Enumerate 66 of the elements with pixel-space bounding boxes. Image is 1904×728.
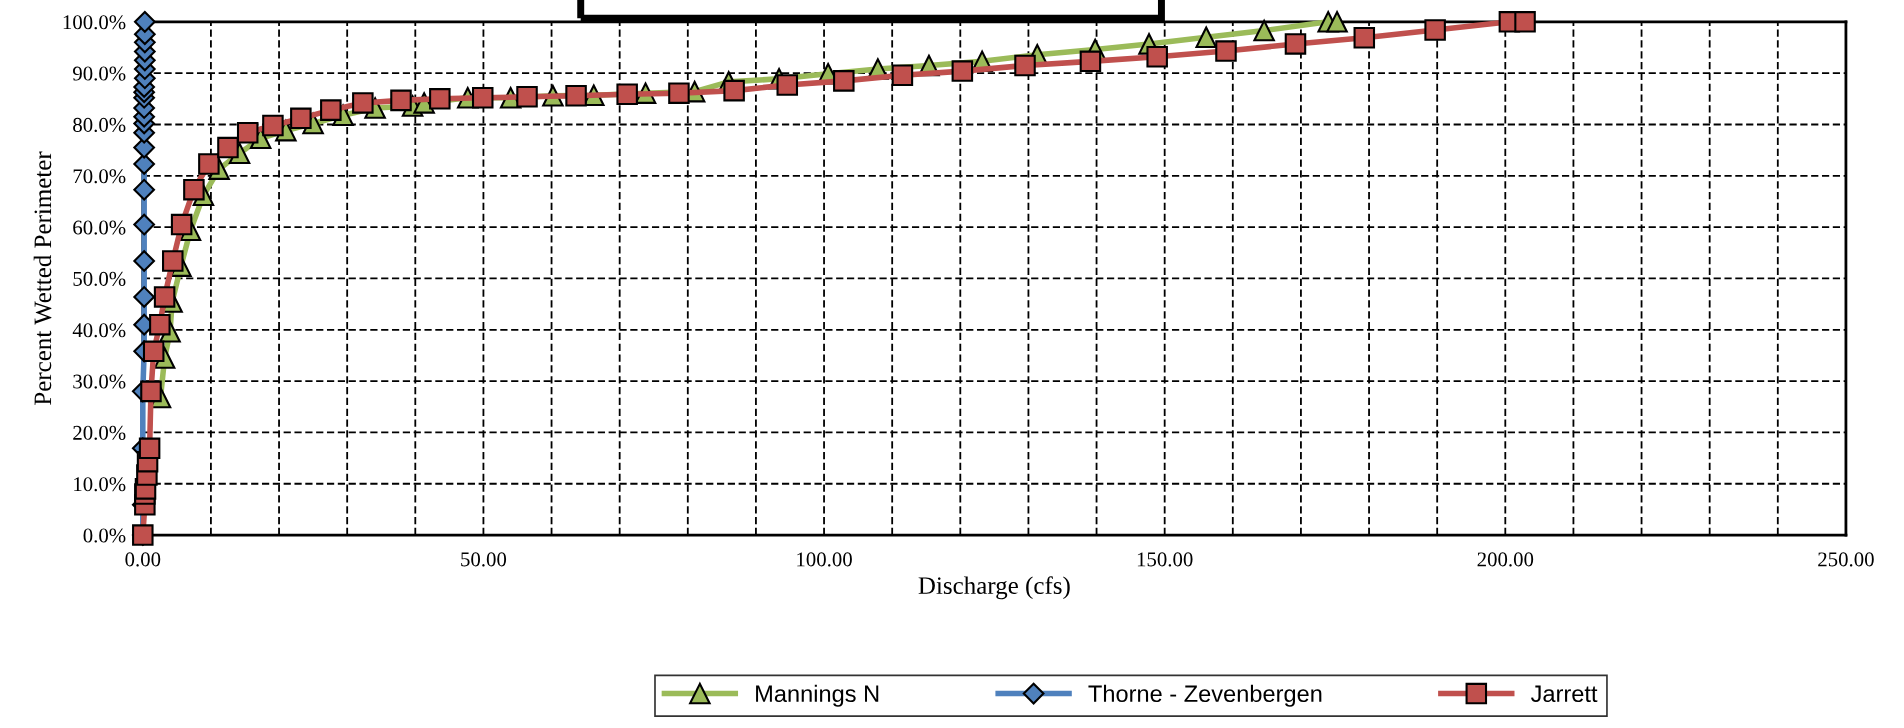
y-tick-label: 60.0% xyxy=(73,220,126,235)
point xyxy=(1195,26,1217,48)
point xyxy=(1353,26,1376,49)
x-tick-label: 50.00 xyxy=(461,552,507,567)
point xyxy=(951,60,974,82)
point xyxy=(290,107,312,130)
point xyxy=(133,10,156,33)
point xyxy=(162,250,184,272)
y-axis-title: Percent Wetted Perimeter xyxy=(33,151,52,405)
point xyxy=(133,153,156,175)
point xyxy=(1079,50,1102,73)
y-tick-label: 70.0% xyxy=(73,169,126,184)
legend-label: Thorne - Zevenbergen xyxy=(1088,684,1322,707)
point xyxy=(516,86,538,108)
point xyxy=(1514,11,1536,33)
point xyxy=(390,89,412,112)
point xyxy=(1215,40,1237,62)
x-tick-label: 0.00 xyxy=(125,552,161,567)
point xyxy=(170,213,193,236)
point xyxy=(471,87,494,109)
point xyxy=(668,82,690,104)
y-tick-label: 0.0% xyxy=(83,528,126,543)
point xyxy=(138,437,161,460)
point xyxy=(142,340,165,363)
x-axis-title: Discharge (cfs) xyxy=(918,576,1070,600)
point xyxy=(723,79,745,102)
point xyxy=(1424,19,1446,41)
point xyxy=(891,64,914,86)
legend-label: Jarrett xyxy=(1530,685,1598,703)
point xyxy=(776,74,799,96)
point xyxy=(236,121,259,144)
point xyxy=(1146,45,1168,68)
point xyxy=(198,153,220,175)
y-tick-label: 100.0% xyxy=(63,15,126,30)
y-tick-label: 50.0% xyxy=(73,271,126,286)
point xyxy=(1326,11,1348,33)
legend-label: Mannings N xyxy=(756,684,879,707)
x-tick-label: 150.00 xyxy=(1137,552,1193,567)
point xyxy=(565,84,587,107)
x-tick-label: 250.00 xyxy=(1818,552,1874,567)
x-tick-label: 100.00 xyxy=(797,552,852,567)
point xyxy=(153,286,176,308)
y-tick-label: 30.0% xyxy=(73,374,126,389)
point xyxy=(616,83,638,105)
point xyxy=(183,178,205,201)
point xyxy=(149,313,171,336)
y-tick-label: 10.0% xyxy=(74,477,126,492)
y-tick-label: 40.0% xyxy=(72,323,126,338)
point xyxy=(833,70,855,92)
point xyxy=(429,88,451,110)
point xyxy=(262,114,284,137)
point xyxy=(133,250,156,272)
y-tick-label: 80.0% xyxy=(73,117,126,133)
point xyxy=(133,178,156,201)
point xyxy=(1253,19,1275,42)
point xyxy=(1284,33,1307,55)
y-tick-label: 20.0% xyxy=(73,425,126,440)
point xyxy=(140,380,162,403)
point xyxy=(217,136,239,159)
y-tick-label: 90.0% xyxy=(72,66,126,81)
point xyxy=(352,92,374,114)
x-tick-label: 200.00 xyxy=(1477,552,1534,567)
point xyxy=(133,213,156,236)
point xyxy=(133,286,156,308)
point xyxy=(1014,54,1036,77)
point xyxy=(320,99,342,121)
